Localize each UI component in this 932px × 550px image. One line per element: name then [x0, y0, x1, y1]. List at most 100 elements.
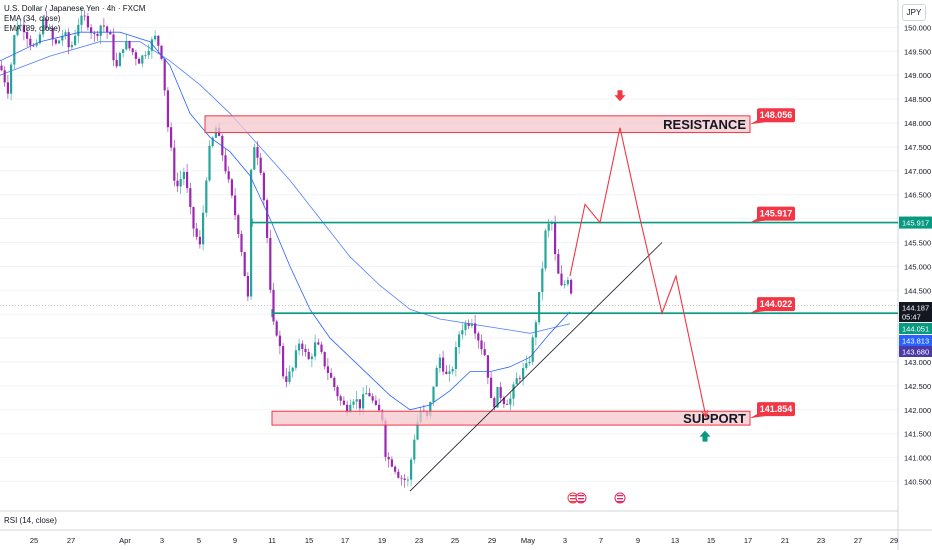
candles	[0, 7, 573, 488]
candle-body	[518, 378, 521, 380]
candle-body	[243, 251, 246, 277]
rsi-legend[interactable]: RSI (14, close)	[4, 516, 57, 525]
event-icon-stripe	[578, 501, 584, 503]
candle-body	[307, 351, 310, 360]
legend: U.S. Dollar / Japanese Yen · 4h · FXCM E…	[4, 4, 145, 34]
candle-body	[262, 172, 265, 201]
candle-body	[416, 422, 419, 440]
candle-body	[486, 355, 489, 378]
time-tick-label: May	[521, 536, 535, 545]
candle-body	[189, 188, 192, 208]
candle-body	[266, 200, 269, 238]
candle-body	[166, 90, 169, 128]
resistance-label: RESISTANCE	[663, 117, 746, 132]
support-callout-box	[757, 402, 795, 417]
candle-body	[3, 70, 6, 83]
candle-body	[278, 335, 281, 347]
price-tick-label: 141.000	[904, 454, 931, 463]
candle-body	[400, 477, 403, 479]
candle-body	[291, 367, 294, 372]
candle-body	[301, 343, 304, 349]
candle-body	[358, 399, 361, 409]
price-axis[interactable]: 140.500 141.000 141.500 142.000 142.500 143.0…	[899, 23, 932, 487]
candle-body	[432, 386, 435, 402]
candle-body	[77, 24, 80, 36]
candle-body	[496, 387, 499, 408]
price-tick-label: 141.500	[904, 430, 931, 439]
candle-body	[58, 40, 61, 44]
candle-body	[176, 180, 179, 187]
candle-body	[269, 237, 272, 290]
candle-body	[470, 323, 473, 326]
price-tick-label: 149.000	[904, 71, 931, 80]
candle-body	[54, 39, 57, 44]
candle-body	[365, 392, 368, 395]
levels	[251, 218, 898, 318]
candle-body	[6, 82, 9, 94]
price-tick-label: 149.500	[904, 47, 931, 56]
candle-body	[317, 342, 320, 345]
candle-body	[560, 273, 563, 286]
candle-body	[122, 49, 125, 53]
candle-body	[163, 58, 166, 91]
candle-body	[288, 371, 291, 382]
candle-body	[566, 279, 569, 285]
support-zone	[271, 410, 751, 426]
candle-body	[512, 384, 515, 399]
candle-body	[109, 32, 112, 35]
extra-tag-box	[899, 346, 932, 357]
ema34-legend[interactable]: EMA (34, close)	[4, 14, 61, 23]
price-tick-label: 146.500	[904, 191, 931, 200]
price-tick-label: 148.500	[904, 95, 931, 104]
candle-body	[384, 420, 387, 457]
candle-body	[557, 254, 560, 274]
price-tick-label: 143.000	[904, 358, 931, 367]
time-tick-label: 23	[817, 536, 825, 545]
resistance-arrow	[614, 90, 626, 102]
currency-button[interactable]: JPY	[902, 4, 926, 21]
ema89-legend[interactable]: EMA (89, close)	[4, 24, 61, 33]
price-tick-label: 144.500	[904, 286, 931, 295]
candle-body	[378, 404, 381, 411]
candle-body	[506, 404, 509, 405]
event-icons[interactable]	[567, 492, 626, 504]
event-icon-stripe	[578, 495, 584, 497]
time-axis[interactable]: 25 27 Apr 3 5 9 11 15 17 19 23 25 29 May 3 7 9 13 15 17 21 23…	[30, 536, 898, 545]
candle-body	[282, 346, 285, 377]
candle-body	[442, 357, 445, 372]
symbol-title[interactable]: U.S. Dollar / Japanese Yen · 4h · FXCM	[4, 4, 146, 13]
candle-body	[346, 404, 349, 413]
candle-body	[208, 145, 211, 181]
forecast-path[interactable]	[569, 90, 711, 442]
ema34-path	[0, 31, 571, 411]
candle-body	[90, 27, 93, 34]
candle-body	[154, 35, 157, 40]
forecast-arrowhead	[701, 410, 709, 419]
candle-body	[394, 466, 397, 472]
level-tag-text: 145.917	[902, 219, 929, 228]
event-icon-stripe	[570, 495, 576, 497]
candle-body	[330, 372, 333, 378]
candle-body	[51, 28, 54, 40]
candle-body	[157, 35, 160, 46]
candle-body	[534, 322, 537, 338]
candle-body	[406, 479, 409, 481]
candle-body	[144, 55, 147, 56]
candle-body	[198, 236, 201, 245]
event-icon-stripe	[617, 498, 623, 500]
candle-body	[445, 371, 448, 374]
candle-body	[403, 478, 406, 480]
price-tick-label: 145.500	[904, 239, 931, 248]
event-icon-stripe	[617, 495, 623, 497]
candle-body	[342, 400, 345, 405]
candle-body	[141, 55, 144, 64]
candle-body	[13, 35, 16, 65]
candle-body	[339, 396, 342, 401]
trendline[interactable]	[409, 242, 663, 492]
time-tick-label: 21	[781, 536, 789, 545]
event-icon-stripe	[570, 501, 576, 503]
candle-body	[438, 357, 441, 369]
candle-body	[528, 361, 531, 364]
